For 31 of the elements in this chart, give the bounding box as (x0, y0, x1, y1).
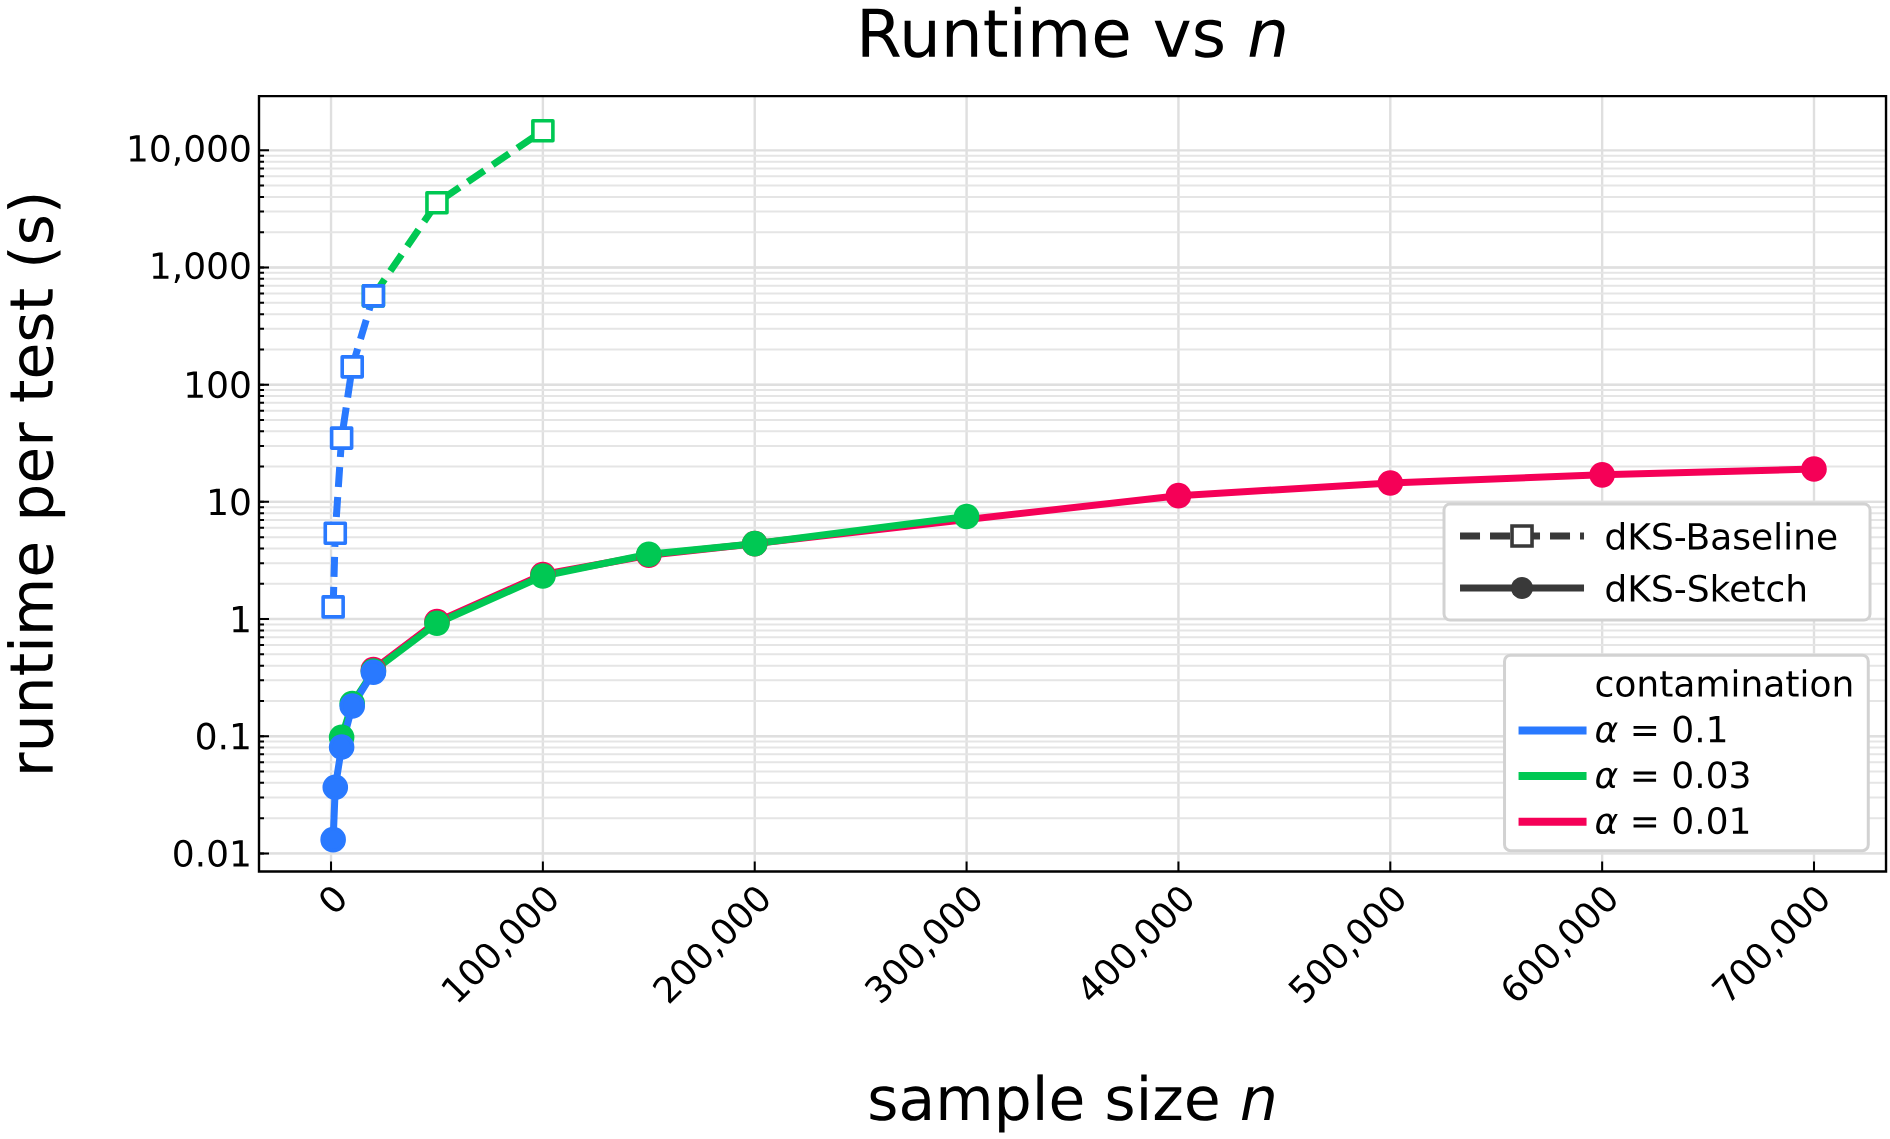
y-tick-label: 10 (210, 488, 250, 516)
point (320, 826, 346, 853)
point (328, 734, 355, 760)
legend-label: α = 0.01 (1596, 806, 1749, 835)
x-axis-title: sample size n (870, 1074, 1274, 1133)
point (1377, 470, 1404, 496)
annotation: dKS-Baseline (1606, 522, 1837, 550)
legend-label: α = 0.03 (1596, 761, 1749, 789)
point (531, 118, 555, 143)
chart-title: Runtime vs n (862, 6, 1285, 58)
y-tick-label: 10,000 (129, 134, 250, 166)
x-tick-label: 0 (320, 887, 345, 912)
point (329, 426, 354, 450)
point (1165, 482, 1192, 509)
y-axis-title: runtime per test (s) (7, 195, 66, 772)
y-tick-label: 1 (232, 605, 249, 633)
y-tick-label: 0.1 (197, 722, 249, 750)
y-tick-label: 1,000 (152, 252, 250, 283)
y-tick-label: 100 (187, 371, 250, 399)
legend-label: α = 0.1 (1596, 715, 1726, 743)
point (1801, 456, 1827, 482)
point (1589, 462, 1615, 488)
point (425, 190, 449, 215)
annotation: dKS-Sketch (1606, 574, 1806, 602)
legend-title: contamination (1596, 669, 1852, 697)
point (321, 595, 345, 619)
point (953, 503, 980, 530)
point (323, 521, 348, 545)
point (322, 774, 349, 800)
y-tick-label: 0.01 (174, 839, 249, 867)
point (340, 355, 365, 379)
